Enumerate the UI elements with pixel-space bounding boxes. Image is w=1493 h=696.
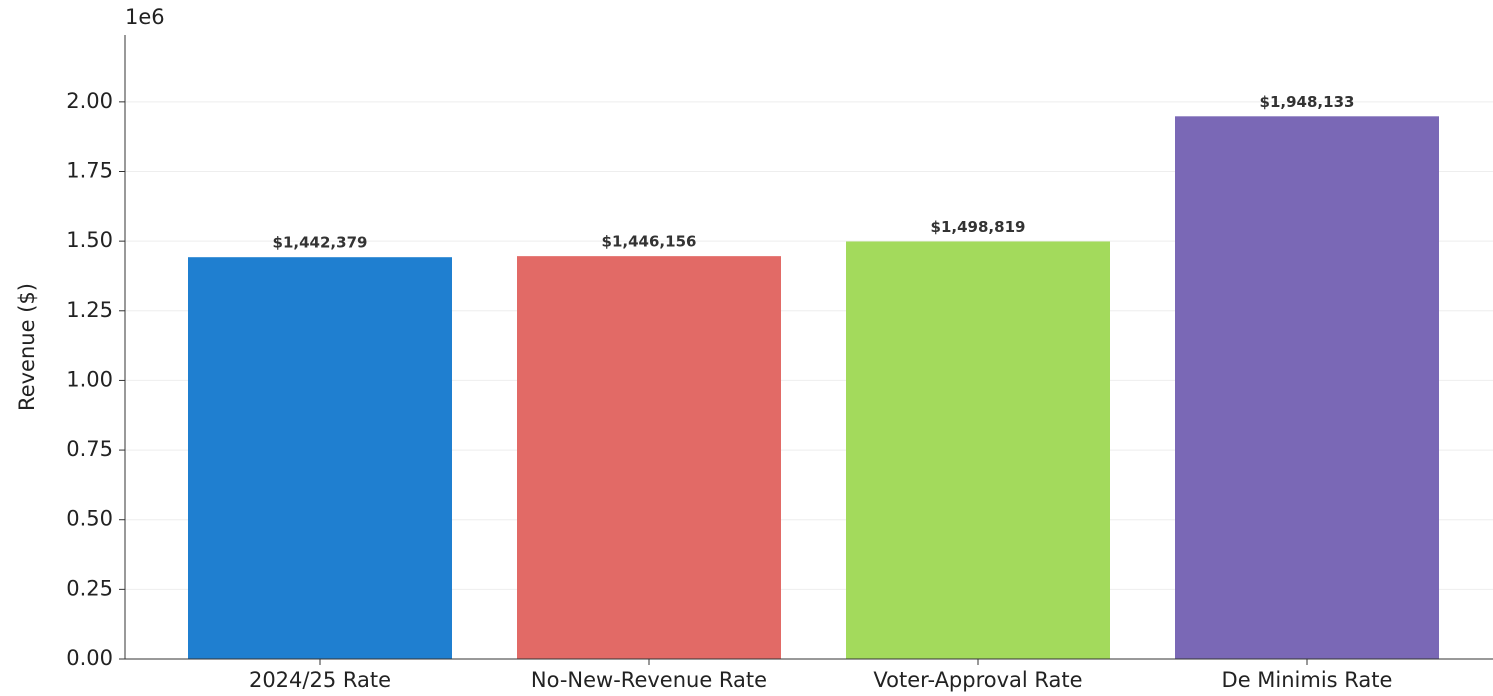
x-tick-label: De Minimis Rate (1222, 668, 1393, 692)
y-axis-label: Revenue ($) (15, 283, 39, 411)
y-tick-label: 0.75 (66, 437, 113, 461)
y-tick-label: 0.50 (66, 507, 113, 531)
x-tick-label: Voter-Approval Rate (873, 668, 1082, 692)
bar (846, 241, 1110, 659)
y-tick-label: 0.25 (66, 576, 113, 600)
y-tick-label: 0.00 (66, 646, 113, 670)
y-tick-label: 1.75 (66, 159, 113, 183)
value-label: $1,446,156 (602, 233, 697, 251)
axis-offset-label: 1e6 (125, 5, 165, 29)
y-tick-label: 2.00 (66, 89, 113, 113)
value-label: $1,442,379 (273, 234, 368, 252)
y-tick-label: 1.00 (66, 367, 113, 391)
bar (1175, 116, 1439, 660)
y-tick-label: 1.25 (66, 298, 113, 322)
y-tick-label: 1.50 (66, 228, 113, 252)
x-tick-label: No-New-Revenue Rate (531, 668, 767, 692)
value-label: $1,498,819 (931, 218, 1026, 236)
x-tick-label: 2024/25 Rate (249, 668, 391, 692)
bar (517, 256, 781, 659)
value-label: $1,948,133 (1260, 93, 1355, 111)
bar (188, 257, 452, 659)
